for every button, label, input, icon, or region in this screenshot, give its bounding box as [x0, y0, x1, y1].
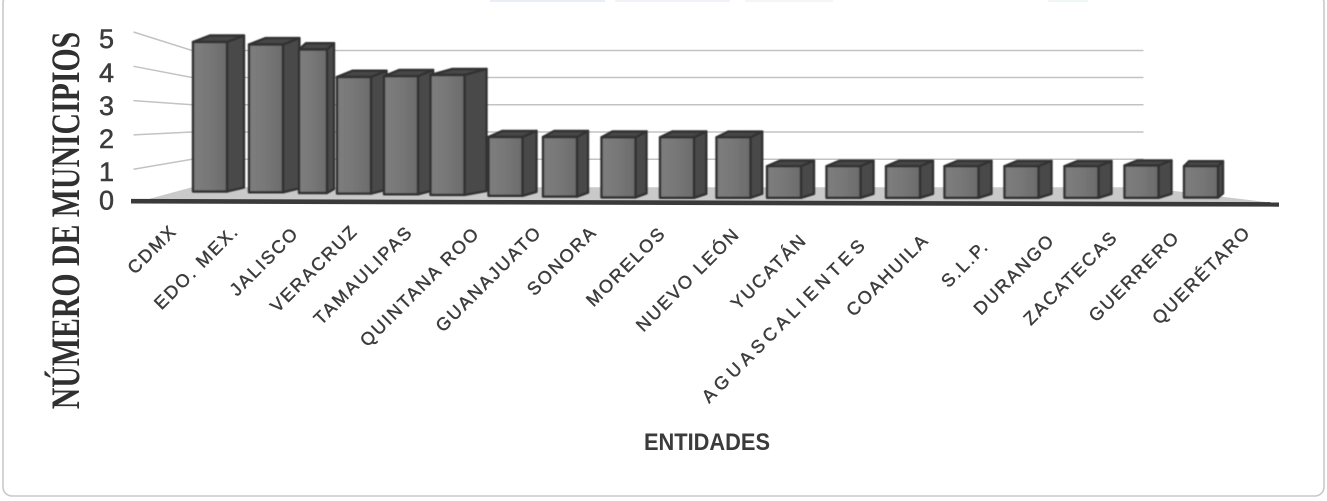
- svg-text:0: 0: [99, 186, 114, 216]
- svg-text:1: 1: [99, 157, 114, 187]
- svg-text:4: 4: [99, 58, 114, 88]
- svg-text:5: 5: [99, 24, 114, 54]
- svg-text:NÚMERO DE MUNICIPIOS: NÚMERO DE MUNICIPIOS: [43, 32, 88, 409]
- svg-text:ENTIDADES: ENTIDADES: [644, 428, 770, 455]
- svg-text:3: 3: [99, 91, 114, 121]
- svg-text:2: 2: [99, 124, 114, 154]
